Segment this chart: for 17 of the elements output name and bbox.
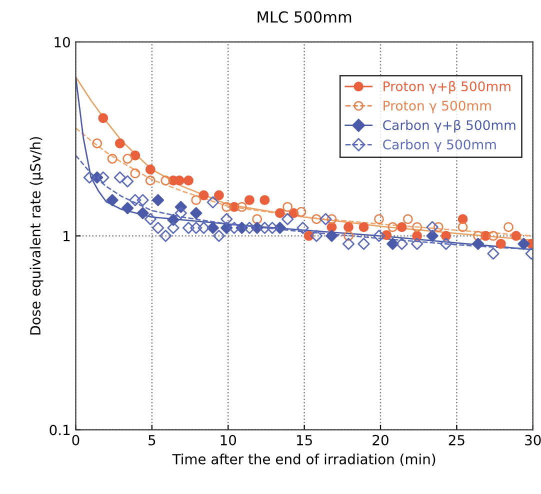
x-tick-label: 20 [372,434,388,446]
y-tick-label: 0.1 [50,424,70,436]
x-tick-label: 10 [220,434,236,446]
x-tick-label: 0 [72,434,80,446]
legend-label: Proton γ+β 500mm [384,81,510,94]
x-axis-title: Time after the end of irradiation (min) [172,454,436,466]
x-tick-label: 25 [448,434,464,446]
chart-title: MLC 500mm [258,11,352,23]
y-tick-label: 10 [54,36,70,48]
y-tick-label: 1 [64,231,70,242]
legend-label: Carbon γ+β 500mm [383,120,516,133]
legend-label: Proton γ 500mm [384,100,491,114]
x-tick-label: 30 [525,434,541,446]
x-tick-label: 5 [148,435,156,446]
y-axis-title: Dose equivalent rate (μSv/h) [30,137,44,335]
x-tick-label: 15 [297,435,312,446]
legend-label: Carbon γ 500mm [383,139,496,152]
